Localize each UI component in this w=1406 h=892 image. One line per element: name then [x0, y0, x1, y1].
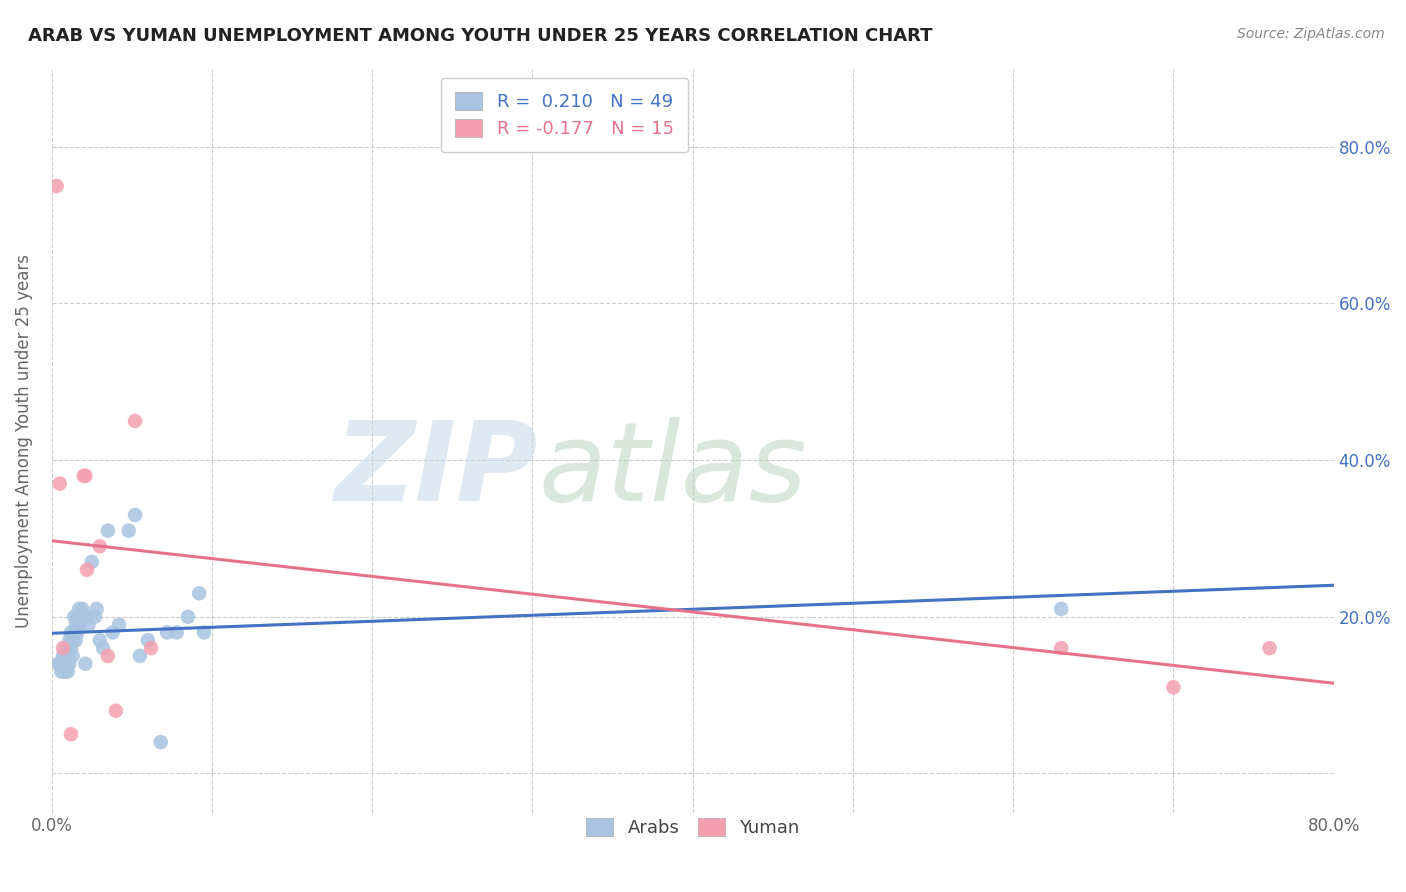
- Text: atlas: atlas: [538, 417, 807, 524]
- Point: [56, 665, 79, 679]
- Point: [77, 617, 100, 632]
- Point: [97, 648, 120, 663]
- Point: [65, 617, 87, 632]
- Point: [73, 609, 96, 624]
- Point: [101, 625, 124, 640]
- Point: [86, 602, 108, 616]
- Point: [67, 617, 90, 632]
- Point: [108, 617, 131, 632]
- Point: [104, 704, 127, 718]
- Point: [70, 602, 93, 616]
- Point: [139, 641, 162, 656]
- Point: [67, 602, 90, 616]
- Point: [177, 609, 200, 624]
- Point: [75, 657, 97, 671]
- Point: [73, 468, 96, 483]
- Point: [58, 657, 80, 671]
- Point: [89, 633, 111, 648]
- Point: [128, 648, 150, 663]
- Point: [118, 524, 141, 538]
- Point: [76, 609, 98, 624]
- Point: [66, 609, 89, 624]
- Point: [65, 633, 87, 648]
- Point: [76, 563, 98, 577]
- Point: [63, 625, 86, 640]
- Point: [66, 625, 89, 640]
- Point: [149, 735, 172, 749]
- Point: [53, 648, 76, 663]
- Point: [193, 625, 215, 640]
- Point: [136, 633, 159, 648]
- Point: [80, 555, 103, 569]
- Point: [52, 641, 75, 656]
- Point: [91, 641, 114, 656]
- Point: [59, 641, 82, 656]
- Point: [49, 657, 72, 671]
- Point: [51, 665, 73, 679]
- Y-axis label: Unemployment Among Youth under 25 years: Unemployment Among Youth under 25 years: [15, 253, 32, 628]
- Point: [1258, 641, 1281, 656]
- Point: [89, 539, 111, 553]
- Point: [62, 648, 84, 663]
- Text: Source: ZipAtlas.com: Source: ZipAtlas.com: [1237, 27, 1385, 41]
- Point: [49, 476, 72, 491]
- Point: [63, 609, 86, 624]
- Point: [166, 625, 188, 640]
- Point: [58, 633, 80, 648]
- Point: [53, 665, 76, 679]
- Point: [46, 657, 69, 671]
- Point: [1163, 680, 1185, 694]
- Point: [156, 625, 179, 640]
- Point: [188, 586, 211, 600]
- Point: [84, 609, 107, 624]
- Point: [124, 414, 146, 428]
- Point: [75, 468, 97, 483]
- Legend: Arabs, Yuman: Arabs, Yuman: [579, 811, 807, 845]
- Text: ARAB VS YUMAN UNEMPLOYMENT AMONG YOUTH UNDER 25 YEARS CORRELATION CHART: ARAB VS YUMAN UNEMPLOYMENT AMONG YOUTH U…: [28, 27, 932, 45]
- Point: [52, 648, 75, 663]
- Point: [97, 524, 120, 538]
- Point: [124, 508, 146, 522]
- Point: [69, 609, 91, 624]
- Point: [56, 648, 79, 663]
- Point: [62, 633, 84, 648]
- Point: [55, 641, 77, 656]
- Point: [59, 727, 82, 741]
- Point: [55, 657, 77, 671]
- Point: [1050, 641, 1073, 656]
- Point: [45, 179, 67, 194]
- Text: ZIP: ZIP: [336, 417, 538, 524]
- Point: [59, 625, 82, 640]
- Point: [1050, 602, 1073, 616]
